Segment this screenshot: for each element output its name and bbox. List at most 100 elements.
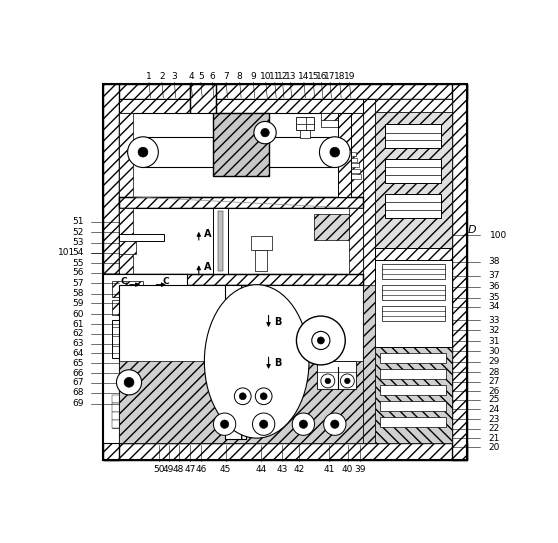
Bar [213,113,268,176]
Bar [218,211,223,271]
Circle shape [261,129,270,137]
Text: 25: 25 [488,395,499,405]
Bar [103,443,468,460]
Circle shape [321,374,335,388]
Text: 5: 5 [198,72,204,81]
Polygon shape [363,286,375,443]
Bar [118,113,132,197]
Text: 16: 16 [316,72,327,81]
Text: 50: 50 [153,465,165,474]
Text: 6: 6 [210,72,215,81]
Text: 7: 7 [223,72,229,81]
Text: 39: 39 [354,465,365,474]
Text: 55: 55 [72,258,84,268]
Bar [382,285,445,300]
Text: 11: 11 [269,72,281,81]
Text: 33: 33 [488,315,500,325]
Bar [118,286,363,443]
Text: B: B [274,317,281,327]
Circle shape [292,413,315,435]
Text: 22: 22 [488,425,499,433]
Text: 54: 54 [73,248,84,257]
Bar [224,286,246,439]
Text: 48: 48 [173,465,184,474]
Bar [349,113,363,197]
Text: 66: 66 [72,369,84,378]
Circle shape [124,377,134,387]
Circle shape [319,137,350,167]
Text: 42: 42 [294,465,305,474]
Bar [375,248,452,260]
Circle shape [330,420,339,428]
Bar [321,119,349,127]
Bar [118,274,363,286]
Text: 41: 41 [324,465,335,474]
Bar [103,84,468,460]
Circle shape [220,420,229,428]
Text: B: B [274,358,281,368]
Text: 30: 30 [488,347,500,356]
Text: 67: 67 [72,378,84,387]
Text: 2: 2 [159,72,165,81]
Text: 8: 8 [237,72,243,81]
Bar [349,208,363,274]
Text: 58: 58 [72,289,84,298]
Bar [118,208,363,274]
Text: 49: 49 [163,465,174,474]
Bar [254,250,267,271]
FancyArrowPatch shape [123,279,126,283]
Text: C: C [121,277,127,286]
Bar [112,420,150,428]
Text: C: C [163,277,169,286]
Text: 12: 12 [277,72,288,81]
Text: 56: 56 [72,268,84,277]
Bar [385,194,441,218]
Text: 60: 60 [72,310,84,319]
Bar [213,113,268,176]
Text: 59: 59 [72,299,84,308]
Circle shape [260,393,267,400]
Bar [118,235,164,242]
Text: 19: 19 [344,72,355,81]
Bar [385,124,441,148]
Bar [190,84,217,154]
Circle shape [252,413,275,435]
Text: 9: 9 [251,72,256,81]
Ellipse shape [204,285,309,438]
Text: 13: 13 [285,72,296,81]
Bar [380,369,446,379]
Text: 64: 64 [73,349,84,358]
Bar [240,313,265,382]
Text: 32: 32 [488,326,499,335]
Text: 38: 38 [488,257,500,266]
Bar [380,353,446,363]
Circle shape [330,147,340,157]
Bar [375,99,452,443]
Text: 57: 57 [72,279,84,288]
Text: 51: 51 [72,217,84,226]
Text: 62: 62 [73,329,84,338]
Text: 46: 46 [195,465,207,474]
Bar [118,113,363,197]
Circle shape [117,370,142,395]
Text: 100: 100 [490,231,507,239]
Text: 47: 47 [185,465,196,474]
Circle shape [138,147,148,157]
Text: 69: 69 [72,399,84,408]
Text: 3: 3 [171,72,177,81]
Circle shape [312,331,330,350]
Bar [349,174,362,179]
Bar [118,99,363,113]
Text: 61: 61 [72,319,84,329]
Bar [375,112,452,248]
Text: D: D [468,225,476,235]
Bar [382,264,445,279]
Text: 24: 24 [488,405,499,414]
Bar [251,236,272,250]
Text: 53: 53 [72,238,84,247]
Bar [118,208,132,274]
Text: 34: 34 [488,302,499,312]
Bar [118,197,363,208]
Circle shape [234,388,251,405]
Text: 52: 52 [73,228,84,237]
